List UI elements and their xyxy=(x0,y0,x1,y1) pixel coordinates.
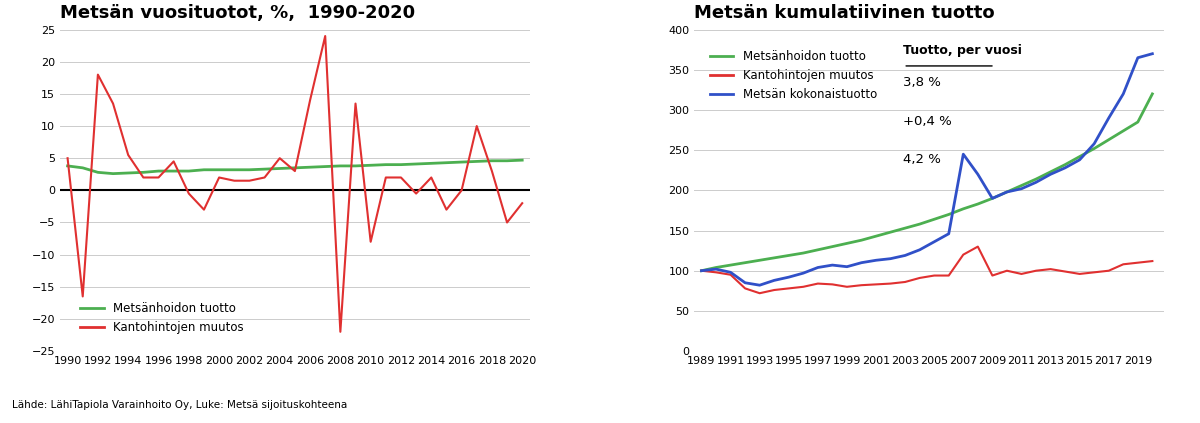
Text: Tuotto, per vuosi: Tuotto, per vuosi xyxy=(904,44,1022,57)
Text: 4,2 %: 4,2 % xyxy=(904,154,941,166)
Legend: Metsänhoidon tuotto, Kantohintojen muutos: Metsänhoidon tuotto, Kantohintojen muuto… xyxy=(76,297,248,339)
Text: 3,8 %: 3,8 % xyxy=(904,76,941,89)
Text: Metsän vuosituotot, %,  1990-2020: Metsän vuosituotot, %, 1990-2020 xyxy=(60,5,415,22)
Text: Metsän kumulatiivinen tuotto: Metsän kumulatiivinen tuotto xyxy=(695,5,995,22)
Legend: Metsänhoidon tuotto, Kantohintojen muutos, Metsän kokonaistuotto: Metsänhoidon tuotto, Kantohintojen muuto… xyxy=(704,45,882,105)
Text: Lähde: LähiTapiola Varainhoito Oy, Luke: Metsä sijoituskohteena: Lähde: LähiTapiola Varainhoito Oy, Luke:… xyxy=(12,400,347,410)
Text: +0,4 %: +0,4 % xyxy=(904,115,952,128)
